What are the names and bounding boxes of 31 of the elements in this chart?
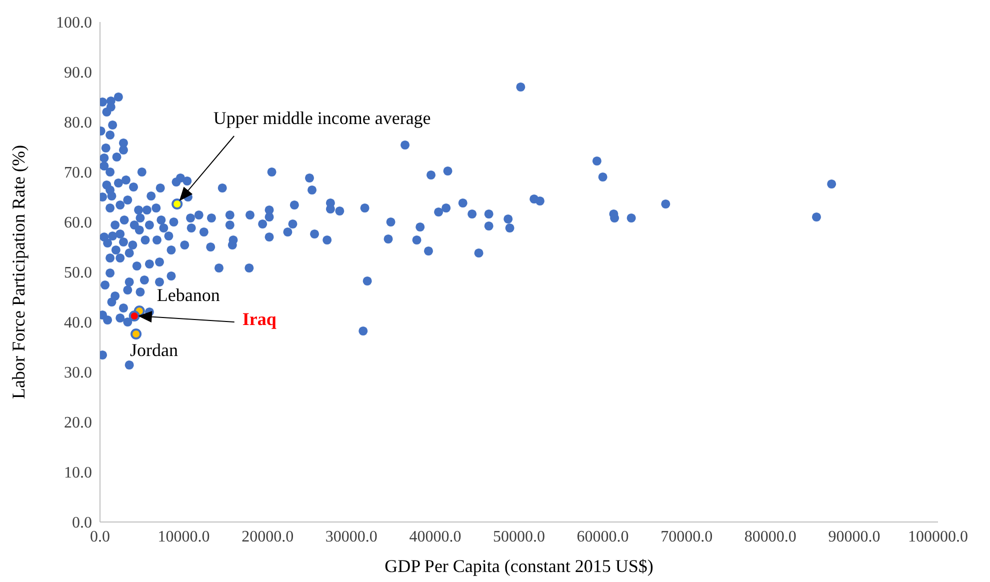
y-tick-label: 80.0	[64, 114, 92, 132]
x-tick-label: 40000.0	[409, 528, 462, 546]
x-tick-label: 100000.0	[908, 528, 968, 546]
y-tick-label: 10.0	[64, 464, 92, 482]
x-tick-label: 90000.0	[828, 528, 880, 546]
y-tick-label: 90.0	[64, 64, 92, 82]
x-tick-label: 10000.0	[158, 528, 210, 546]
x-tick-label: 60000.0	[576, 528, 629, 546]
y-tick-label: 20.0	[64, 414, 92, 432]
x-tick-label: 0.0	[90, 528, 110, 546]
y-tick-label: 100.0	[56, 14, 92, 32]
annotation: Jordan	[130, 340, 178, 360]
point	[128, 310, 140, 322]
y-tick-label: 70.0	[64, 164, 92, 182]
x-tick-label: 30000.0	[325, 528, 378, 546]
annotation: Upper middle income average	[213, 108, 431, 128]
y-tick-label: 40.0	[64, 314, 92, 332]
y-tick-label: 50.0	[64, 264, 92, 282]
y-axis-title: Labor Force Participation Rate (%)	[8, 145, 28, 399]
y-tick-label: 30.0	[64, 364, 92, 382]
x-axis-title: GDP Per Capita (constant 2015 US$)	[384, 556, 654, 576]
x-tick-label: 70000.0	[660, 528, 713, 546]
x-tick-label: 20000.0	[242, 528, 294, 546]
annotation: Lebanon	[156, 285, 220, 306]
y-tick-label: 60.0	[64, 214, 92, 232]
x-tick-label: 50000.0	[493, 528, 545, 546]
x-tick-label: 80000.0	[744, 528, 796, 546]
annotation: Iraq	[242, 309, 276, 330]
y-tick-label: 0.0	[72, 514, 92, 532]
point	[130, 328, 142, 340]
point	[172, 198, 183, 210]
